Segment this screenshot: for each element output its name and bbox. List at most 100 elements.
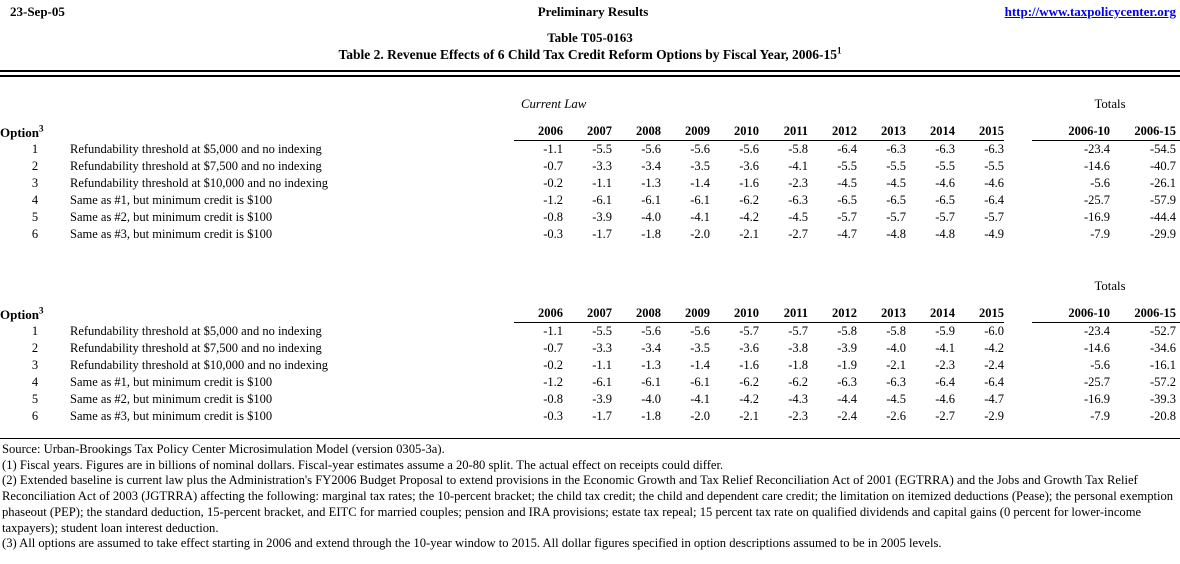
source-note: Source: Urban-Brookings Tax Policy Cente… <box>2 442 445 456</box>
year-value-cell: -6.1 <box>690 193 710 207</box>
column-header-row: Option3 2006 2007 2008 2009 2010 2011 2012 2013… <box>0 123 1180 141</box>
year-value-cell: -2.9 <box>984 409 1004 423</box>
option-number-cell: 3 <box>31 358 39 372</box>
option-number-cell: 2 <box>31 341 39 355</box>
year-value-cell: -4.5 <box>886 176 906 190</box>
year-column-header: 2013 <box>857 123 906 141</box>
footnotes: Source: Urban-Brookings Tax Policy Cente… <box>0 439 1180 552</box>
year-value-cell: -4.2 <box>984 341 1004 355</box>
year-value-cell: -5.6 <box>739 142 759 156</box>
year-value-cell: -1.2 <box>543 375 563 389</box>
option-row: 2 Refundability threshold at $7,500 and n… <box>0 158 1180 175</box>
year-value-cell: -1.4 <box>690 358 710 372</box>
year-value-cell: -2.6 <box>886 409 906 423</box>
year-value-cell: -4.0 <box>641 392 661 406</box>
option-number-cell: 4 <box>31 375 39 389</box>
year-value-cell: -3.9 <box>837 341 857 355</box>
year-value-cell: -0.3 <box>543 409 563 423</box>
year-value-cell: -2.0 <box>690 227 710 241</box>
year-value-cell: -1.9 <box>837 358 857 372</box>
year-value-cell: -1.4 <box>690 176 710 190</box>
section-label: Current Law <box>521 97 587 111</box>
year-value-cell: -5.8 <box>788 142 808 156</box>
option-description-cell: Same as #3, but minimum credit is $100 <box>70 409 273 423</box>
year-value-cell: -6.4 <box>984 193 1004 207</box>
year-column-header: 2014 <box>906 305 955 323</box>
year-value-cell: -1.1 <box>543 142 563 156</box>
double-rule <box>0 70 1180 77</box>
year-value-cell: -1.6 <box>739 358 759 372</box>
option-number-cell: 5 <box>31 210 39 224</box>
bottom-rule <box>0 438 1180 439</box>
total-value-cell: -52.7 <box>1149 324 1176 338</box>
total-value-cell: -23.4 <box>1083 142 1110 156</box>
total-value-cell: -54.5 <box>1149 142 1176 156</box>
date-label: 23-Sep-05 <box>10 4 65 19</box>
year-column-header: 2014 <box>906 123 955 141</box>
year-value-cell: -4.8 <box>935 227 955 241</box>
year-value-cell: -2.4 <box>837 409 857 423</box>
totals-label: Totals <box>1094 97 1126 111</box>
total-value-cell: -57.9 <box>1149 193 1176 207</box>
option-number-cell: 2 <box>31 159 39 173</box>
year-value-cell: -2.0 <box>690 409 710 423</box>
section-extended-baseline: Totals Option3 2006 2007 2008 2009 2010 2011 2… <box>0 279 1180 425</box>
year-value-cell: -5.7 <box>935 210 955 224</box>
year-value-cell: -4.6 <box>935 392 955 406</box>
year-value-cell: -2.7 <box>788 227 808 241</box>
option-column-header: Option3 <box>0 123 70 141</box>
total-value-cell: -57.2 <box>1149 375 1176 389</box>
total-value-cell: -20.8 <box>1149 409 1176 423</box>
year-value-cell: -5.5 <box>886 159 906 173</box>
year-column-header: 2012 <box>808 305 857 323</box>
total-value-cell: -26.1 <box>1149 176 1176 190</box>
table-title: Table 2. Revenue Effects of 6 Child Tax … <box>0 46 1180 63</box>
year-value-cell: -3.6 <box>739 159 759 173</box>
option-row: 6 Same as #3, but minimum credit is $100 -… <box>0 408 1180 425</box>
year-value-cell: -5.9 <box>935 324 955 338</box>
option-description-cell: Same as #1, but minimum credit is $100 <box>70 375 273 389</box>
section-label-row: Current Law Totals <box>0 97 1180 112</box>
spacer-cell <box>1004 209 1032 226</box>
option-description-cell: Refundability threshold at $7,500 and no… <box>70 341 322 355</box>
total-value-cell: -16.9 <box>1083 210 1110 224</box>
totals-column-header: 2006-10 <box>1032 305 1110 323</box>
section-label-row: Totals <box>0 279 1180 294</box>
year-column-header: 2006 <box>514 123 563 141</box>
total-value-cell: -40.7 <box>1149 159 1176 173</box>
taxpolicycenter-link[interactable]: http://www.taxpolicycenter.org <box>1004 4 1176 19</box>
spacer-cell <box>1004 374 1032 391</box>
year-value-cell: -0.7 <box>543 341 563 355</box>
year-value-cell: -3.4 <box>641 341 661 355</box>
total-value-cell: -34.6 <box>1149 341 1176 355</box>
section-current-law: Current Law Totals Option3 2006 2007 2008 2… <box>0 97 1180 243</box>
table-id: Table T05-0163 <box>547 30 633 45</box>
description-column-header <box>70 305 514 323</box>
year-column-header: 2007 <box>563 123 612 141</box>
option-description-cell: Refundability threshold at $7,500 and no… <box>70 159 322 173</box>
footnote-2: (2) Extended baseline is current law plu… <box>2 473 1174 535</box>
year-value-cell: -5.7 <box>788 324 808 338</box>
year-column-header: 2009 <box>661 305 710 323</box>
total-value-cell: -23.4 <box>1083 324 1110 338</box>
option-description-cell: Same as #2, but minimum credit is $100 <box>70 210 273 224</box>
year-value-cell: -0.2 <box>543 358 563 372</box>
option-row: 6 Same as #3, but minimum credit is $100 -… <box>0 226 1180 243</box>
document-page: 23-Sep-05 Preliminary Results http://www… <box>0 4 1180 552</box>
year-value-cell: -1.1 <box>543 324 563 338</box>
year-value-cell: -1.8 <box>641 409 661 423</box>
year-value-cell: -6.3 <box>886 375 906 389</box>
year-column-header: 2006 <box>514 305 563 323</box>
year-column-header: 2011 <box>759 305 808 323</box>
year-value-cell: -5.6 <box>641 142 661 156</box>
option-row: 5 Same as #2, but minimum credit is $100 -… <box>0 391 1180 408</box>
option-header-footnote-marker: 3 <box>39 123 44 134</box>
year-value-cell: -3.8 <box>788 341 808 355</box>
year-value-cell: -4.2 <box>739 392 759 406</box>
year-value-cell: -4.7 <box>984 392 1004 406</box>
year-value-cell: -4.1 <box>935 341 955 355</box>
option-header-text: Option <box>0 124 40 140</box>
year-value-cell: -4.6 <box>984 176 1004 190</box>
spacer-cell <box>1004 226 1032 243</box>
year-value-cell: -4.8 <box>886 227 906 241</box>
